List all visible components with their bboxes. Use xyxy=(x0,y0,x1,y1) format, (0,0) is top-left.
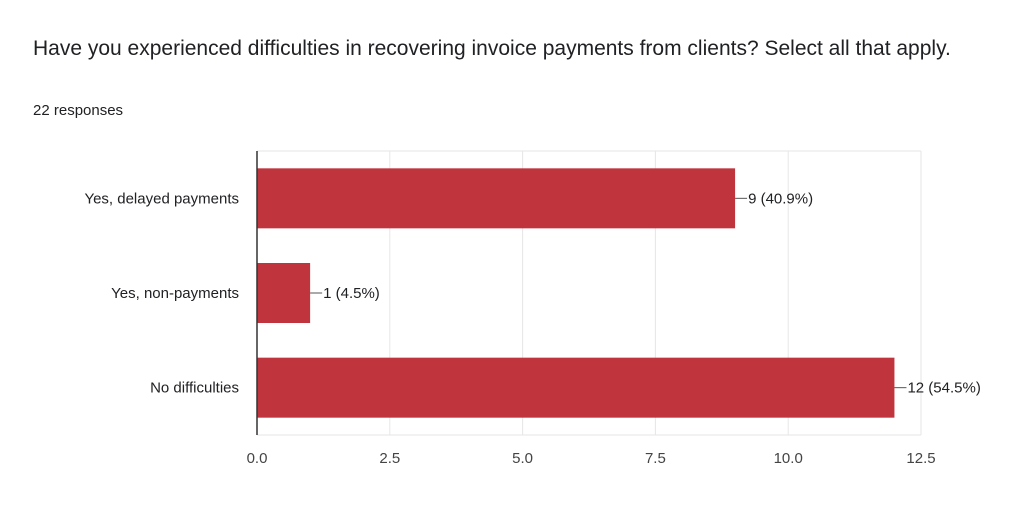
x-tick-label: 12.5 xyxy=(906,450,935,467)
data-label: 9 (40.9%) xyxy=(748,190,813,207)
x-tick-label: 5.0 xyxy=(512,450,533,467)
x-tick-label: 2.5 xyxy=(379,450,400,467)
category-label: Yes, delayed payments xyxy=(84,190,239,207)
category-label: Yes, non-payments xyxy=(111,285,239,302)
data-label: 12 (54.5%) xyxy=(907,380,980,397)
response-count: 22 responses xyxy=(33,102,124,119)
data-label: 1 (4.5%) xyxy=(323,285,380,302)
category-label: No difficulties xyxy=(150,380,239,397)
bar xyxy=(257,263,311,323)
x-tick-label: 0.0 xyxy=(247,450,268,467)
bar xyxy=(257,168,736,229)
x-tick-label: 7.5 xyxy=(645,450,666,467)
question-title: Have you experienced difficulties in rec… xyxy=(33,37,951,60)
x-tick-label: 10.0 xyxy=(774,450,803,467)
bar xyxy=(257,357,895,418)
